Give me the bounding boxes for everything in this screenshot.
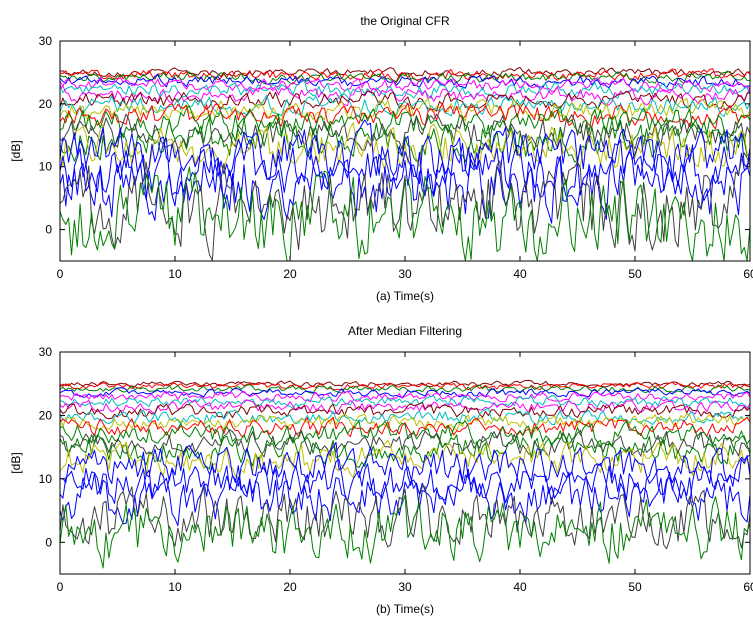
series-line: [59, 387, 751, 399]
series-line: [59, 67, 751, 78]
panel-a-ticks: 0 10 20 30 40 50 60 0 10 20 30: [39, 34, 753, 281]
y-tick-label: 20: [39, 408, 53, 422]
series-line: [59, 494, 751, 569]
x-tick-label: 40: [513, 267, 527, 281]
series-line: [59, 143, 751, 224]
series-line: [59, 407, 751, 426]
series-line: [59, 119, 751, 185]
series-line: [59, 113, 751, 163]
series-line: [59, 90, 751, 112]
x-tick-label: 40: [513, 580, 527, 594]
panel-b-ticks: 0 10 20 30 40 50 60 0 10 20 30: [39, 345, 753, 594]
y-tick-label: 20: [39, 97, 53, 111]
series-line: [59, 469, 751, 527]
y-tick-label: 0: [45, 223, 52, 237]
panel-a-series: [59, 67, 751, 262]
series-line: [59, 384, 751, 394]
y-tick-label: 0: [45, 535, 52, 549]
x-tick-label: 10: [168, 267, 182, 281]
panel-a-title: the Original CFR: [360, 14, 450, 28]
y-tick-label: 10: [39, 472, 53, 486]
panel-b-xlabel: (b) Time(s): [376, 602, 434, 616]
series-line: [59, 113, 751, 151]
series-line: [59, 413, 751, 433]
y-tick-label: 30: [39, 34, 53, 48]
series-line: [59, 80, 751, 100]
panel-a-xlabel: (a) Time(s): [376, 289, 434, 303]
series-line: [59, 77, 751, 94]
series-line: [59, 379, 751, 388]
series-line: [59, 102, 751, 130]
x-tick-label: 0: [57, 580, 64, 594]
series-line: [59, 416, 751, 438]
series-line: [59, 105, 751, 139]
panel-a: the Original CFR [dB] (a) Time(s) 0 10 20 3…: [9, 14, 753, 303]
series-line: [59, 70, 751, 85]
panel-a-frame: [59, 40, 751, 262]
y-tick-label: 10: [39, 160, 53, 174]
panel-a-ylabel: [dB]: [9, 140, 23, 161]
series-line: [59, 166, 751, 262]
x-tick-label: 0: [57, 267, 64, 281]
series-line: [59, 454, 751, 505]
y-tick-label: 30: [39, 345, 53, 359]
series-line: [59, 433, 751, 470]
series-line: [59, 137, 751, 207]
series-line: [59, 381, 751, 391]
series-line: [59, 395, 751, 409]
x-tick-label: 20: [283, 267, 297, 281]
panel-b-frame: [59, 351, 751, 575]
series-line: [59, 441, 751, 487]
series-line: [59, 74, 751, 89]
x-tick-label: 50: [628, 267, 642, 281]
series-line: [59, 122, 751, 172]
x-tick-label: 50: [628, 580, 642, 594]
x-tick-label: 30: [398, 267, 412, 281]
series-line: [59, 85, 751, 107]
series-line: [59, 429, 751, 458]
series-line: [59, 68, 751, 82]
panel-b-title: After Median Filtering: [348, 324, 462, 338]
series-line: [59, 402, 751, 420]
x-tick-label: 60: [743, 267, 753, 281]
x-tick-label: 10: [168, 580, 182, 594]
panel-b: After Median Filtering [dB] (b) Time(s) …: [9, 324, 753, 616]
x-tick-label: 60: [743, 580, 753, 594]
series-line: [59, 420, 751, 447]
x-tick-label: 20: [283, 580, 297, 594]
panel-b-series: [59, 379, 751, 569]
x-tick-label: 30: [398, 580, 412, 594]
series-line: [59, 485, 751, 550]
series-line: [59, 152, 751, 261]
series-line: [59, 93, 751, 118]
panel-b-ylabel: [dB]: [9, 452, 23, 473]
series-line: [59, 399, 751, 415]
